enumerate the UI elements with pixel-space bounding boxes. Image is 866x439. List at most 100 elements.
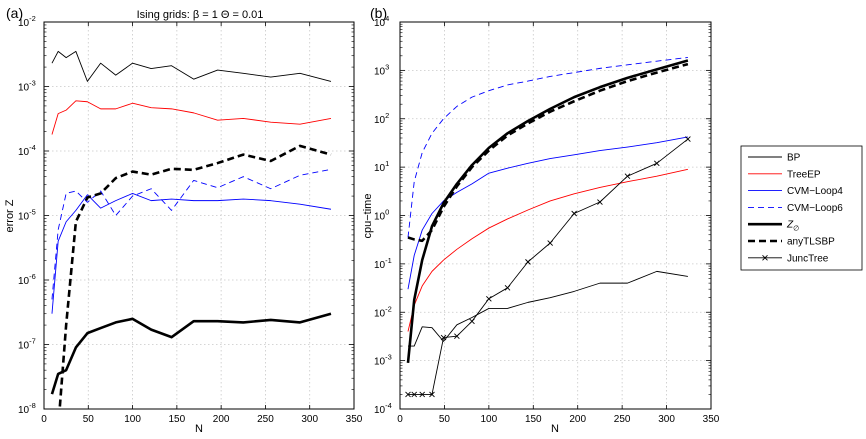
legend-label: anyTLSBP (787, 237, 835, 248)
data-point (440, 334, 447, 341)
data-point (687, 60, 688, 61)
legend-label: CVM−Loop4 (787, 186, 843, 197)
data-point (627, 77, 628, 78)
data-point (574, 97, 575, 98)
data-point (507, 84, 508, 85)
y-tick-label: 10-1 (374, 256, 392, 271)
data-point (330, 313, 331, 314)
data-point (51, 299, 52, 300)
data-point (471, 317, 472, 318)
data-point (687, 169, 688, 170)
data-point (422, 229, 423, 230)
series-line (407, 270, 688, 347)
data-point (151, 200, 152, 201)
legend-label: CVM−Loop6 (787, 203, 843, 214)
series-5 (58, 144, 332, 429)
data-point (488, 150, 489, 151)
data-point (132, 195, 133, 196)
data-point (656, 271, 657, 272)
data-point (66, 324, 67, 325)
data-point (243, 176, 244, 177)
data-point (58, 428, 59, 429)
data-point (330, 209, 331, 210)
data-point (656, 142, 657, 143)
data-point (75, 100, 76, 101)
series-3 (51, 168, 332, 300)
data-point (270, 319, 271, 320)
legend-item: anyTLSBP (748, 237, 835, 248)
data-point (171, 65, 172, 66)
series-line (407, 136, 688, 290)
data-point (243, 73, 244, 74)
data-point (66, 193, 67, 194)
data-point (100, 190, 101, 191)
panel-a-label: (a) (6, 5, 23, 21)
data-point (627, 81, 628, 82)
series-1 (407, 168, 688, 332)
data-point (407, 289, 408, 290)
data-point (627, 64, 628, 65)
x-tick-label: 150 (525, 414, 542, 425)
y-tick-label: 104 (374, 14, 389, 29)
data-point (75, 190, 76, 191)
series-0 (51, 50, 332, 82)
data-point (270, 188, 271, 189)
data-point (574, 154, 575, 155)
data-point (456, 192, 457, 193)
y-tick-label: 102 (374, 111, 389, 126)
legend-item: JuncTree (748, 253, 829, 264)
data-point (550, 158, 551, 159)
data-point (550, 108, 551, 109)
data-point (527, 209, 528, 210)
data-point (193, 169, 194, 170)
data-point (422, 285, 423, 286)
data-point (443, 203, 444, 204)
data-point (599, 87, 600, 88)
panel-a-ylabel: error Z (4, 199, 16, 232)
data-point (100, 108, 101, 109)
y-tick-label: 100 (374, 208, 389, 223)
data-point (599, 187, 600, 188)
legend-item: Z∅ (748, 220, 799, 233)
series-2 (51, 192, 332, 314)
data-point (431, 327, 432, 328)
data-point (75, 51, 76, 52)
data-point (527, 302, 528, 303)
x-tick-label: 200 (213, 414, 230, 425)
data-point (627, 283, 628, 284)
data-point (456, 249, 457, 250)
data-point (270, 200, 271, 201)
panel-b: (b) 0 50 100 150 200 250 300 350 10-4 10-3 10-2 10-… (362, 5, 720, 435)
data-point (151, 107, 152, 108)
data-point (58, 241, 59, 242)
data-point (504, 284, 511, 291)
panel-a-frame (43, 21, 355, 410)
data-point (431, 226, 432, 227)
data-point (488, 308, 489, 309)
data-point (550, 76, 551, 77)
data-point (217, 69, 218, 70)
series-1 (51, 100, 332, 135)
data-point (217, 187, 218, 188)
x-tick-label: 0 (397, 414, 403, 425)
series-0 (407, 270, 688, 347)
y-tick-label: 10-3 (374, 353, 392, 368)
data-point (87, 81, 88, 82)
data-point (87, 333, 88, 334)
data-point (687, 63, 688, 64)
data-point (243, 154, 244, 155)
data-point (217, 321, 218, 322)
data-point (407, 237, 408, 238)
data-point (599, 150, 600, 151)
data-point (471, 97, 472, 98)
data-point (431, 133, 432, 134)
data-point (171, 168, 172, 169)
data-point (414, 181, 415, 182)
data-point (469, 318, 475, 325)
y-tick-label: 10-5 (18, 208, 36, 223)
legend-label: BP (787, 153, 801, 164)
y-tick-label: 10-6 (18, 272, 36, 287)
data-point (100, 63, 101, 64)
y-tick-label: 10-2 (18, 14, 36, 29)
data-point (299, 175, 300, 176)
